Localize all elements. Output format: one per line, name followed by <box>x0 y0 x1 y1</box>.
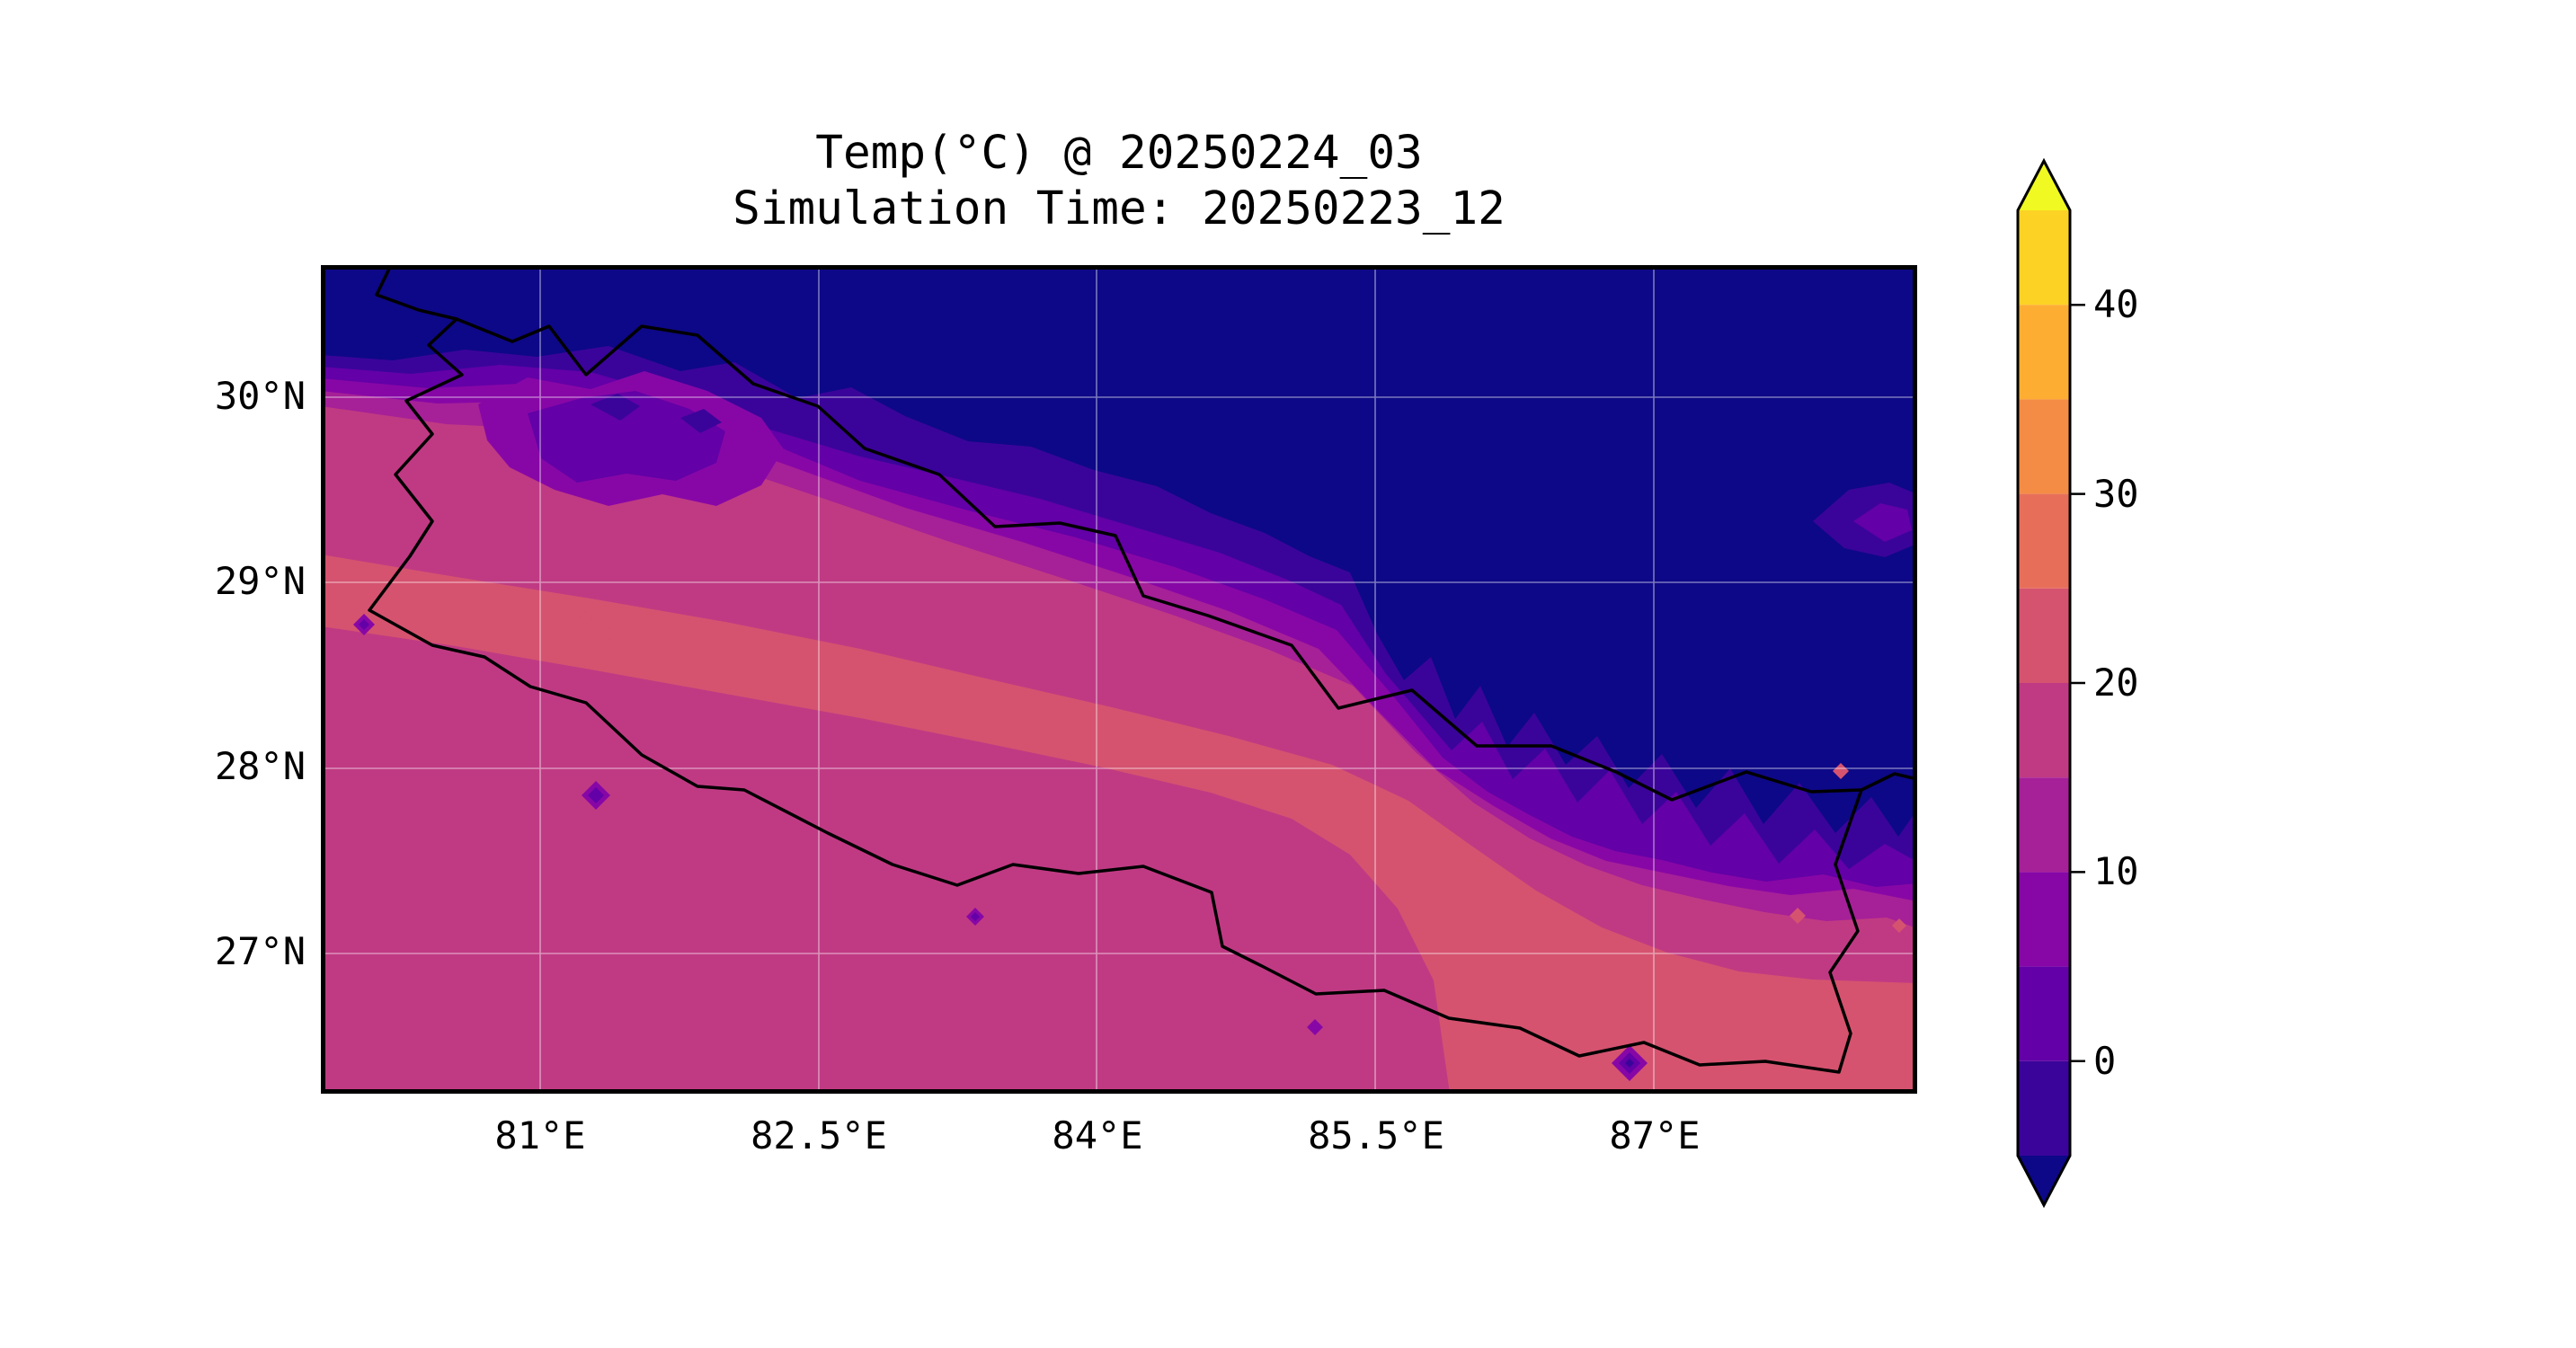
cold-pocket-nw-dot1 <box>591 394 640 421</box>
ytick-30N: 30°N <box>214 374 306 418</box>
colorbar-arrow-under <box>2018 1156 2070 1205</box>
warm-dot <box>1892 918 1906 933</box>
cold-pocket-ne-inner <box>1853 503 1912 542</box>
boundary-lines <box>368 265 1917 1074</box>
cold-diamond-core <box>588 787 604 803</box>
colorbar-label-40: 40 <box>2093 282 2139 326</box>
xtick-87E: 87°E <box>1609 1113 1701 1157</box>
xtick-84E: 84°E <box>1052 1113 1143 1157</box>
colorbar <box>2016 157 2085 1209</box>
warm-dot <box>1833 763 1849 779</box>
warm-dot <box>1790 908 1806 924</box>
ytick-29N: 29°N <box>214 559 306 603</box>
colorbar-label-10: 10 <box>2093 849 2139 893</box>
colorbar-band-5-10 <box>2018 872 2070 967</box>
gridlines <box>321 265 1917 1094</box>
figure-title: Temp(°C) @ 20250224_03 <box>815 127 1423 180</box>
warm-dot <box>579 610 593 625</box>
cold-diamond-core <box>359 619 369 630</box>
cold-diamond <box>1307 1019 1323 1035</box>
axes-frame <box>321 265 1917 1094</box>
xtick-81E: 81°E <box>494 1113 586 1157</box>
nepal-border-path <box>368 317 1863 1074</box>
colorbar-label-20: 20 <box>2093 661 2139 705</box>
cold-pocket-nw-dot2 <box>680 409 722 433</box>
colorbar-ticks <box>2070 303 2085 1063</box>
cold-pocket-nw-inner <box>528 391 725 483</box>
colorbar-band-30-35 <box>2018 399 2070 494</box>
india-china-border-segment <box>375 265 458 321</box>
temperature-contour-map <box>321 265 1917 1094</box>
title-block: Temp(°C) @ 20250224_03 Simulation Time: … <box>321 126 1917 237</box>
tibet-sikkim-border-segment <box>1860 772 1917 792</box>
cold-diamond-core <box>971 912 980 921</box>
colorbar-band-40-45 <box>2018 210 2070 306</box>
colorbar-outline <box>2016 157 2072 1209</box>
cold-diamond-center <box>1625 1059 1634 1068</box>
xtick-82p5E: 82.5°E <box>751 1113 887 1157</box>
ytick-27N: 27°N <box>214 929 306 973</box>
colorbar-band-0-5 <box>2018 966 2070 1061</box>
colorbar-band-25-30 <box>2018 493 2070 589</box>
warm-dot <box>604 627 617 640</box>
colorbar-band-15-20 <box>2018 683 2070 778</box>
colorbar-arrow-over <box>2018 161 2070 210</box>
colorbar-band-10-15 <box>2018 777 2070 873</box>
colorbar-label-30: 30 <box>2093 472 2139 516</box>
colorbar-band-20-25 <box>2018 588 2070 683</box>
xtick-85p5E: 85.5°E <box>1308 1113 1444 1157</box>
ytick-28N: 28°N <box>214 744 306 788</box>
colorbar-label-0: 0 <box>2093 1039 2117 1083</box>
colorbar-band-35-40 <box>2018 305 2070 400</box>
colorbar-band-m5-0 <box>2018 1060 2070 1156</box>
figure-subtitle: Simulation Time: 20250223_12 <box>733 182 1506 235</box>
